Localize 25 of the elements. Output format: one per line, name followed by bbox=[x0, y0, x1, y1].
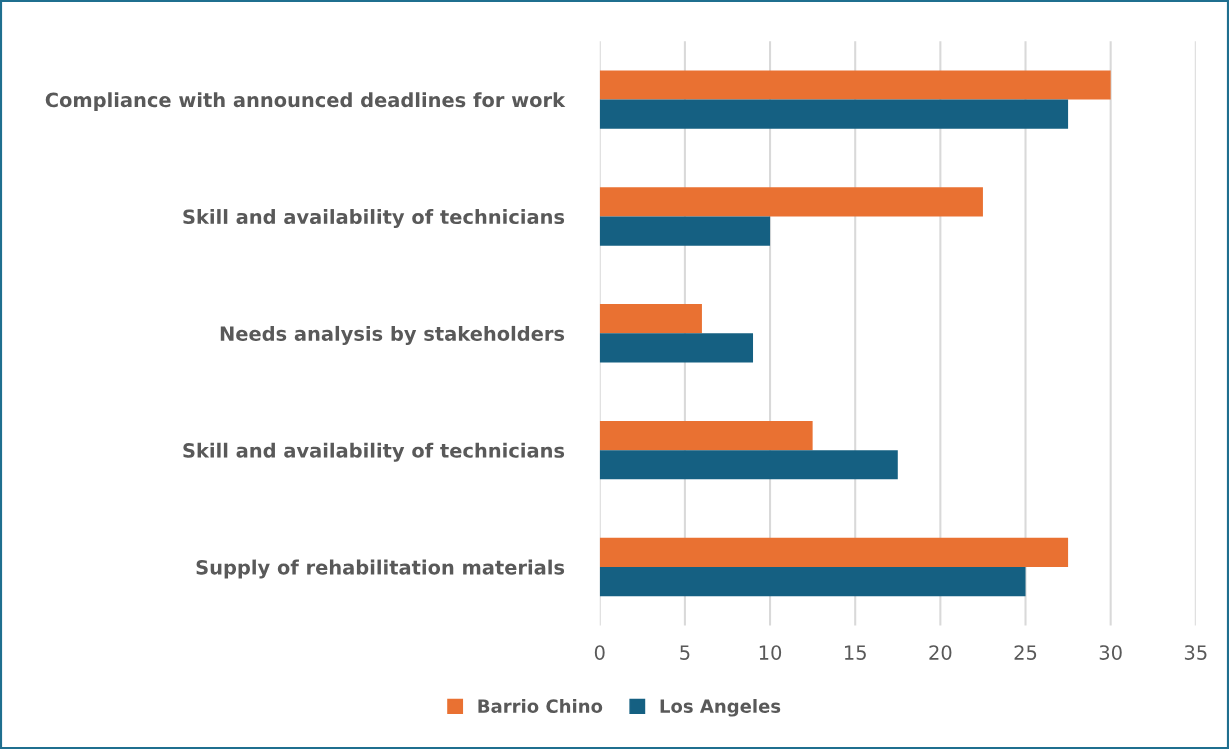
x-tick-label: 35 bbox=[1184, 645, 1207, 660]
bar bbox=[599, 450, 898, 480]
x-tick-label: 5 bbox=[680, 645, 690, 660]
legend-label: Barrio Chino bbox=[478, 699, 603, 713]
x-tick-label: 0 bbox=[594, 645, 605, 660]
bar bbox=[599, 420, 813, 451]
x-tick-label: 10 bbox=[759, 645, 782, 660]
x-tick-label: 30 bbox=[1099, 645, 1122, 660]
bar bbox=[599, 70, 1111, 100]
legend-label: Los Angeles bbox=[660, 699, 781, 717]
y-tick-label: Skill and availability of technicians bbox=[183, 209, 565, 229]
x-tick-label: 15 bbox=[844, 645, 866, 660]
x-tick-label: 25 bbox=[1014, 645, 1037, 660]
bar bbox=[599, 333, 754, 363]
bar bbox=[599, 187, 983, 217]
y-tick-label: Skill and availability of technicians bbox=[183, 442, 565, 462]
bar bbox=[599, 566, 1026, 597]
bar bbox=[599, 216, 771, 246]
bar bbox=[599, 304, 702, 334]
x-tick-label: 20 bbox=[929, 645, 952, 660]
y-tick-label: Supply of rehabilitation materials bbox=[196, 559, 565, 579]
bar bbox=[599, 537, 1069, 567]
bar bbox=[599, 99, 1069, 129]
y-tick-label: Compliance with announced deadlines for work bbox=[45, 92, 566, 112]
y-tick-label: Needs analysis by stakeholders bbox=[220, 325, 565, 345]
